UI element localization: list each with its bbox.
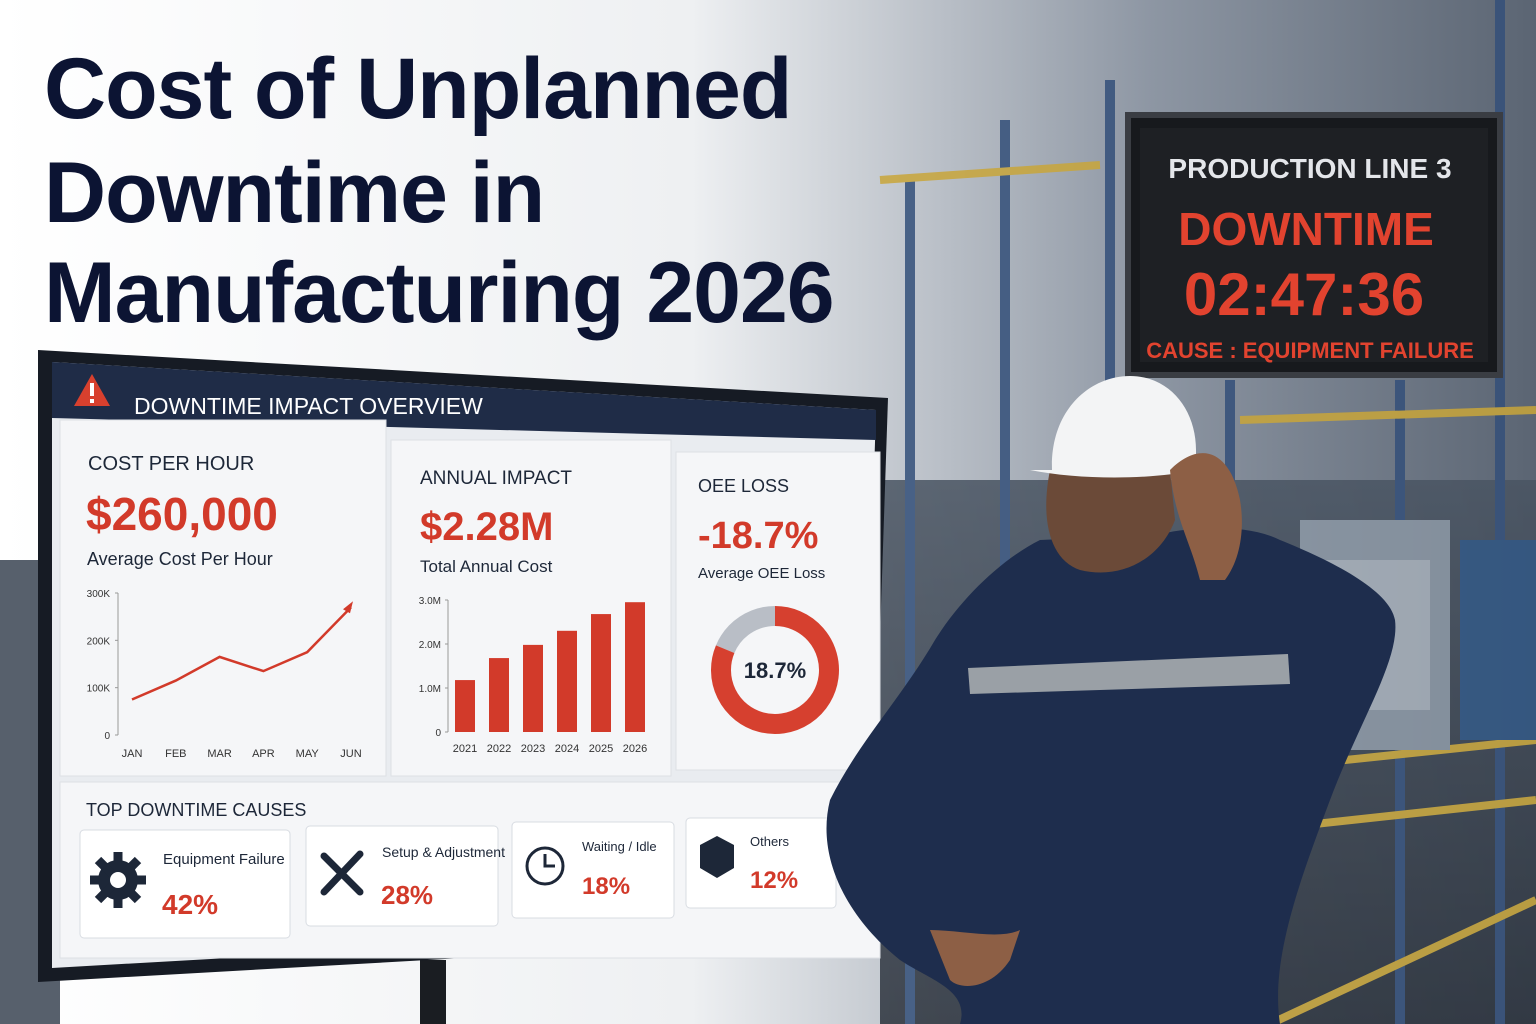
panel-label: OEE LOSS	[698, 476, 789, 496]
x-tick-label: 2026	[623, 743, 647, 755]
kpi-value: -18.7%	[698, 515, 818, 557]
line	[131, 606, 352, 701]
kpi-value: $260,000	[86, 488, 278, 540]
kpi-caption: Average Cost Per Hour	[87, 549, 273, 569]
y-tick-label: 0	[104, 731, 110, 742]
y-tick-label: 200K	[87, 636, 111, 647]
worker	[826, 376, 1396, 1024]
dashboard-header: DOWNTIME IMPACT OVERVIEW	[134, 393, 483, 419]
x-tick-label: 2025	[589, 743, 613, 755]
kpi-value: $2.28M	[420, 505, 553, 549]
charts: 0 100K 200K 300K JAN FEB MAR APR MAY JUN 0 1.0M 2.0M…	[87, 589, 839, 760]
cause-label: Equipment Failure	[163, 851, 285, 868]
y-tick-label: 1.0M	[419, 684, 441, 695]
y-tick-label: 2.0M	[419, 640, 441, 651]
cause-label: Waiting / Idle	[582, 839, 657, 854]
kpi-caption: Average OEE Loss	[698, 565, 825, 582]
donut-segment	[715, 606, 776, 654]
bar	[557, 630, 577, 732]
monitor	[38, 350, 888, 1024]
status-board	[1125, 112, 1503, 378]
x-tick-label: APR	[252, 748, 275, 760]
y-tick-label: 100K	[87, 684, 111, 695]
bar	[591, 614, 611, 732]
y-tick-label: 0	[435, 728, 441, 739]
bar	[455, 680, 475, 732]
cause-label: Others	[750, 834, 790, 849]
x-tick-label: 2022	[487, 743, 511, 755]
board-line: PRODUCTION LINE 3	[1168, 153, 1451, 184]
donut-segment	[711, 606, 839, 734]
cause-value: 42%	[162, 889, 218, 920]
x-tick-label: 2024	[555, 743, 579, 755]
x-tick-label: JUN	[340, 748, 361, 760]
board-timer: 02:47:36	[1184, 261, 1424, 328]
arrow-head	[343, 601, 353, 614]
causes-title: TOP DOWNTIME CAUSES	[86, 800, 306, 820]
title-line: Manufacturing 2026	[44, 245, 834, 341]
bar	[489, 658, 509, 732]
board-status: DOWNTIME	[1178, 203, 1434, 255]
panel-label: COST PER HOUR	[88, 453, 254, 475]
title-line: Cost of Unplanned	[44, 41, 791, 137]
bar	[625, 602, 645, 732]
donut-label: 18.7%	[744, 658, 806, 683]
cause-value: 28%	[381, 880, 433, 910]
x-tick-label: MAR	[207, 748, 232, 760]
panel-label: ANNUAL IMPACT	[420, 468, 572, 489]
y-tick-label: 300K	[87, 589, 111, 600]
cause-value: 18%	[582, 873, 630, 900]
bar	[523, 644, 543, 732]
x-tick-label: MAY	[296, 748, 320, 760]
x-tick-label: JAN	[122, 748, 143, 760]
y-tick-label: 3.0M	[419, 596, 441, 607]
x-tick-label: 2021	[453, 743, 477, 755]
kpi-caption: Total Annual Cost	[420, 557, 553, 576]
x-tick-label: FEB	[165, 748, 186, 760]
cause-label: Setup & Adjustment	[382, 844, 505, 860]
x-tick-label: 2023	[521, 743, 545, 755]
cause-value: 12%	[750, 867, 798, 894]
title-line: Downtime in	[44, 145, 544, 241]
board-cause: CAUSE : EQUIPMENT FAILURE	[1146, 338, 1474, 363]
